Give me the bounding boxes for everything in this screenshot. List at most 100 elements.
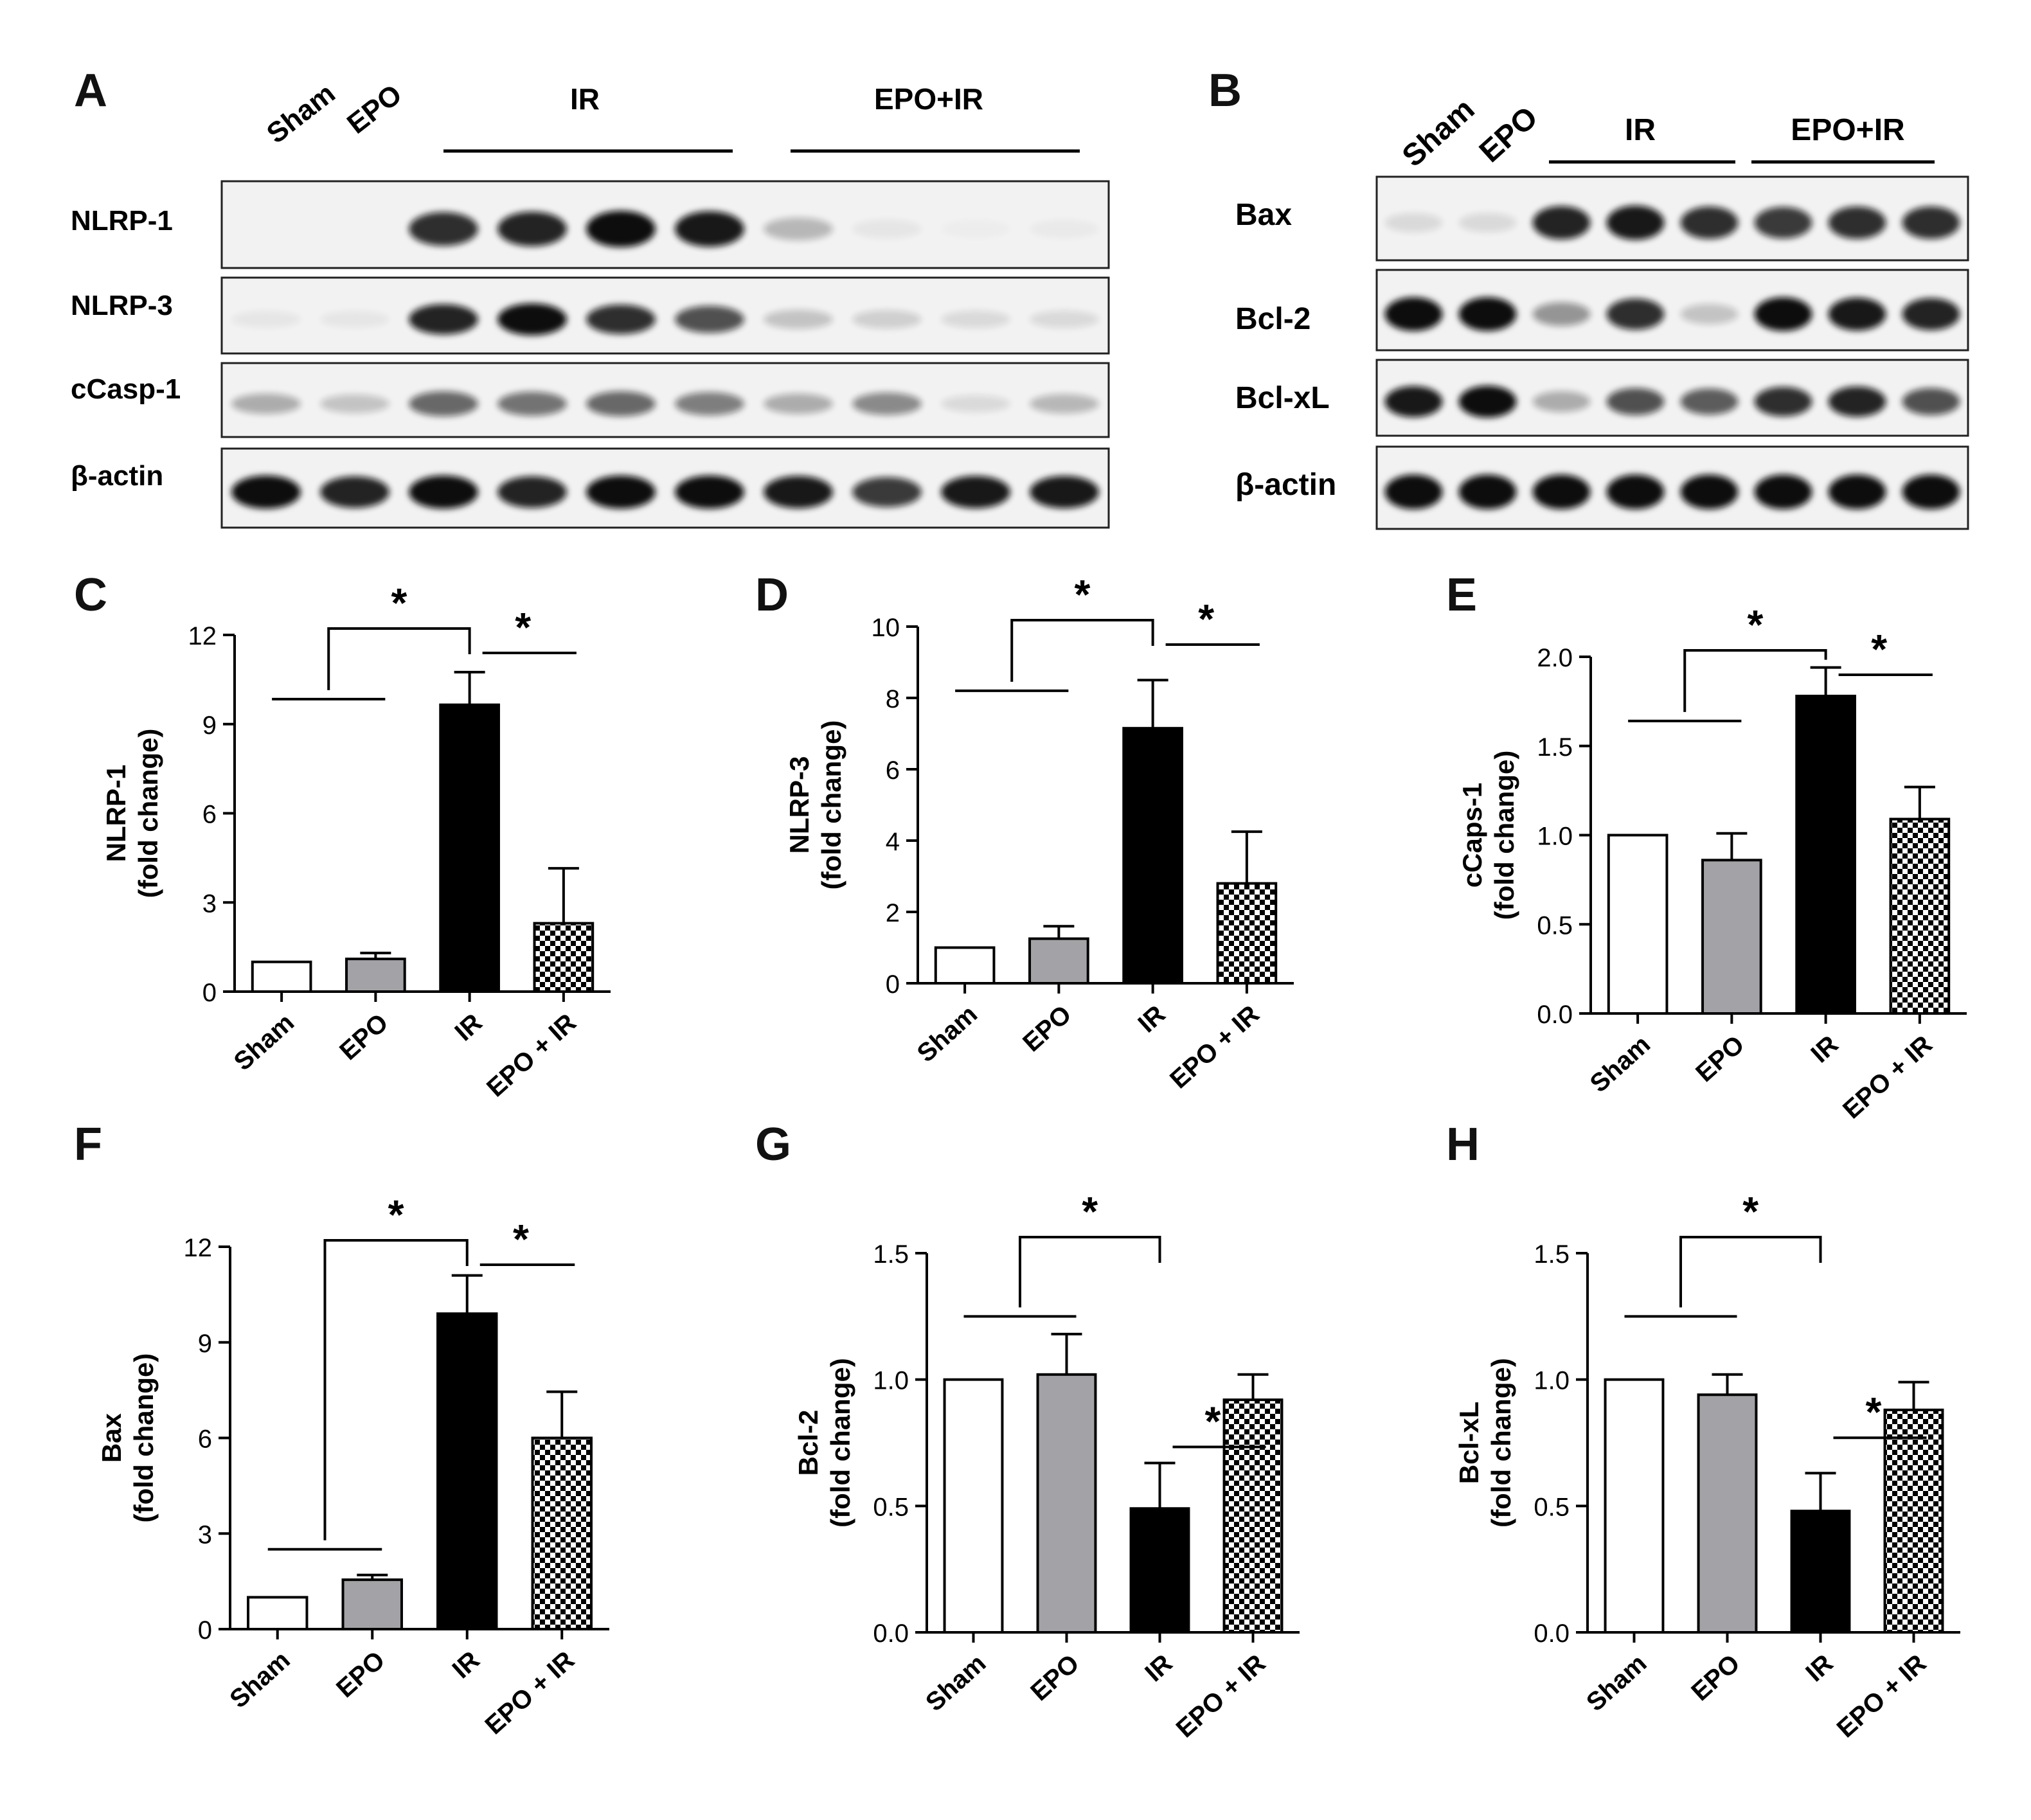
significance-star: *	[1074, 571, 1090, 618]
blot-b-strip-2	[1375, 269, 1969, 352]
bar-epo-ir	[1216, 882, 1278, 985]
bar-epo	[1028, 937, 1089, 985]
blot-b-band	[1828, 298, 1886, 331]
x-tick-label: IR	[1805, 1030, 1843, 1069]
blot-b-band	[1606, 388, 1665, 415]
blot-a-strip-2	[220, 276, 1110, 355]
panel-letter-b: B	[1208, 65, 1242, 116]
blot-b-band	[1458, 213, 1517, 233]
blot-b-group-label-epo-ir: EPO+IR	[1791, 113, 1904, 147]
significance-star: *	[1742, 1188, 1758, 1235]
panel-letter-c: C	[74, 569, 107, 621]
x-tick-label: EPO	[334, 1008, 393, 1066]
blot-a-band	[852, 392, 922, 415]
y-tick-label: 3	[202, 889, 217, 918]
blot-b-band	[1384, 297, 1443, 331]
bar-ir	[1122, 727, 1183, 985]
x-tick-label: EPO + IR	[479, 1646, 580, 1740]
panel-letter-g: G	[755, 1119, 792, 1170]
blot-a-band	[941, 220, 1010, 238]
x-tick-label: Sham	[224, 1646, 295, 1714]
y-tick-label: 1.5	[1534, 1240, 1570, 1269]
blot-b-band	[1458, 386, 1517, 418]
x-tick-label: EPO	[1025, 1649, 1084, 1706]
blot-b-band	[1902, 474, 1960, 510]
blot-a-band	[764, 476, 833, 508]
significance-star: *	[1866, 1389, 1882, 1435]
significance-bracket	[1010, 619, 1154, 682]
bar-ir	[439, 703, 500, 993]
x-tick-label: EPO + IR	[481, 1008, 582, 1103]
blot-a-band	[497, 211, 567, 247]
bar-epo-ir	[1889, 817, 1951, 1015]
blot-a-band	[941, 395, 1010, 413]
blot-b-row-label-actin: β-actin	[1235, 468, 1336, 502]
x-tick-label: Sham	[229, 1008, 300, 1076]
y-axis-label-unit: (fold change)	[825, 1358, 855, 1528]
y-tick-label: 0.0	[1534, 1619, 1570, 1648]
bar-epo	[341, 1578, 403, 1630]
y-axis-label-unit: (fold change)	[816, 720, 846, 890]
blot-b-band	[1828, 474, 1886, 510]
blot-a-strip-1	[220, 180, 1110, 269]
blot-b-band	[1902, 206, 1960, 239]
bar-sham	[247, 1596, 309, 1631]
bar-ir	[1129, 1507, 1190, 1634]
x-tick-label: IR	[1140, 1649, 1177, 1688]
x-tick-label: EPO	[1017, 1000, 1077, 1057]
panel-letter-h: H	[1446, 1119, 1480, 1170]
x-tick-label: IR	[447, 1646, 485, 1684]
blot-b-band	[1384, 213, 1443, 233]
significance-star: *	[513, 1216, 529, 1262]
blot-a-band	[764, 217, 833, 240]
x-tick-label: EPO + IR	[1165, 1000, 1265, 1094]
y-tick-label: 0.5	[1537, 911, 1573, 940]
blot-a-band	[497, 303, 567, 335]
y-axis-label: cCaps-1	[1457, 783, 1487, 888]
blot-b-col-label-epo: EPO	[1473, 100, 1544, 169]
x-tick-label: Sham	[920, 1649, 991, 1717]
blot-a-band	[675, 211, 744, 247]
y-axis-label-unit: (fold change)	[129, 1353, 159, 1523]
blot-a-band	[675, 305, 744, 333]
blot-b-band	[1680, 474, 1739, 510]
significance-bracket	[1679, 1236, 1822, 1308]
y-tick-label: 0	[198, 1616, 212, 1645]
blot-a-band	[409, 212, 478, 246]
bar-ir	[436, 1312, 498, 1630]
bar-epo	[1701, 859, 1762, 1015]
blot-a-band	[231, 393, 301, 414]
significance-bracket	[327, 627, 471, 690]
blot-a-band	[586, 475, 656, 509]
bar-epo-ir	[531, 1436, 593, 1630]
blot-b-strip-1	[1375, 175, 1969, 262]
blot-a-band	[941, 476, 1010, 508]
blot-a-col-label-epo: EPO	[341, 78, 407, 140]
blot-b-band	[1828, 386, 1886, 417]
y-tick-label: 2	[886, 899, 900, 927]
significance-star: *	[388, 1191, 404, 1238]
blot-a-band	[586, 210, 656, 247]
x-tick-label: EPO + IR	[1171, 1649, 1271, 1744]
y-tick-label: 10	[872, 614, 900, 642]
blot-b-band	[1902, 298, 1960, 330]
blot-b-band	[1680, 388, 1739, 415]
significance-bracket	[1019, 1236, 1161, 1308]
blot-a-band	[231, 475, 301, 509]
blot-b-band	[1680, 206, 1739, 239]
blot-a-band	[764, 310, 833, 329]
y-tick-label: 6	[886, 756, 900, 785]
y-tick-label: 3	[198, 1521, 212, 1549]
bar-epo-ir	[1222, 1398, 1284, 1634]
blot-a-band	[1030, 220, 1099, 238]
bar-epo	[345, 958, 406, 993]
significance-star: *	[1747, 602, 1763, 648]
blot-b-row-label-bax: Bax	[1235, 198, 1292, 232]
western-blot-a: Sham EPO IR EPO+IR NLRP-1 NLRP-3 cCasp-1…	[71, 77, 1110, 529]
blot-b-col-label-sham: Sham	[1396, 92, 1481, 174]
y-tick-label: 1.0	[1534, 1367, 1570, 1395]
blot-a-band	[320, 394, 389, 413]
